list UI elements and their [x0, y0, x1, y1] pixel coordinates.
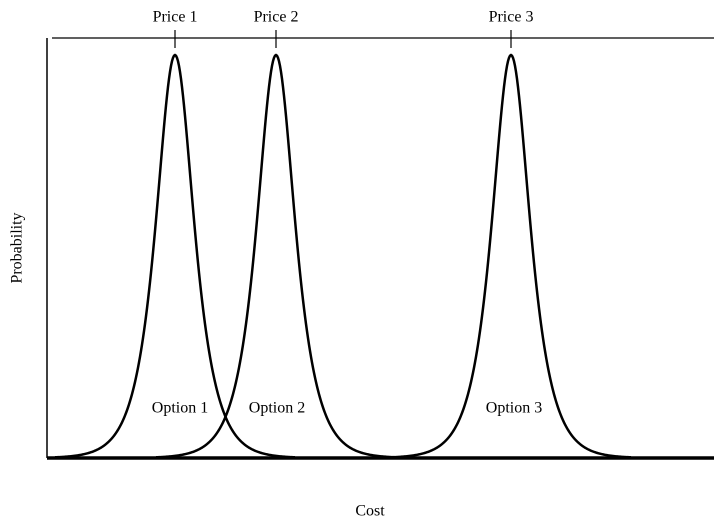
option-label: Option 2: [249, 400, 305, 417]
option-label: Option 1: [152, 400, 208, 417]
probability-curve: [54, 53, 296, 459]
probability-curve: [390, 53, 632, 459]
probability-curve: [155, 53, 397, 459]
price-label: Price 3: [489, 9, 534, 26]
y-axis-label: Probability: [9, 212, 26, 283]
price-label: Price 2: [254, 9, 299, 26]
price-label: Price 1: [153, 9, 198, 26]
option-label: Option 3: [486, 400, 542, 417]
x-axis-label: Cost: [355, 503, 385, 520]
